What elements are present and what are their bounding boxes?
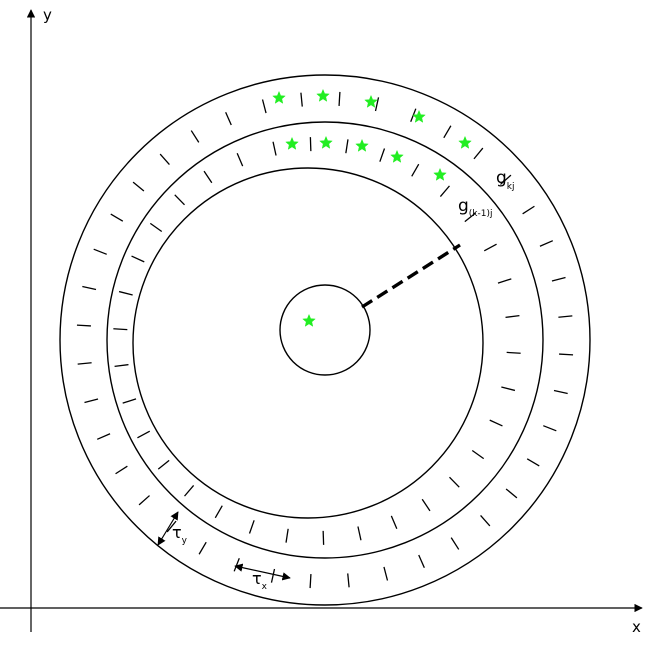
outer-ring-tick [300, 92, 303, 107]
inner-ring-grid-ticks [113, 137, 521, 545]
inner-ring-tick [114, 364, 129, 368]
outer-ring-label: gkj [496, 168, 515, 192]
dashed-radius-line [361, 243, 461, 309]
inner-ring-tick [285, 528, 289, 543]
outer-ring-tick [270, 568, 276, 583]
inner-ring-tick [505, 314, 520, 318]
outer-ring-tick [190, 130, 200, 143]
inner-ring-tick [471, 449, 485, 460]
green-star-icon [285, 136, 299, 150]
outer-ring-tick [450, 537, 460, 550]
inner-ring-tick [272, 141, 277, 156]
outer-ring-tick [225, 111, 232, 126]
outer-ring-tick [347, 573, 350, 588]
tau-x-label: τx [252, 569, 268, 592]
center-circle [279, 284, 371, 376]
inner-ring-inner-circle [132, 167, 484, 519]
outer-ring-tick [558, 315, 573, 318]
outer-ring-tick [82, 285, 97, 291]
outer-ring-tick [473, 147, 484, 160]
outer-ring-tick [553, 389, 568, 395]
green-star-icon [272, 90, 286, 104]
outer-ring-tick [480, 515, 491, 527]
outer-ring-tick [110, 213, 124, 222]
inner-ring-tick [357, 526, 362, 541]
outer-ring-tick [96, 433, 111, 440]
green-star-icon [319, 135, 333, 149]
outer-ring-tick [505, 488, 518, 499]
outer-ring-tick [261, 99, 267, 114]
inner-ring-tick [390, 515, 398, 529]
inner-ring-tick [506, 351, 521, 354]
outer-ring-tick [374, 97, 380, 112]
green-star-icon [433, 167, 447, 181]
inner-ring-tick [489, 419, 503, 427]
inner-ring-tick [137, 430, 151, 439]
outer-ring-grid-ticks [76, 91, 574, 589]
inner-ring-tick [113, 328, 128, 331]
outer-ring-inner-circle [106, 121, 544, 559]
inner-ring-tick [449, 476, 460, 488]
inner-ring-tick [345, 139, 349, 154]
inner-ring-tick [184, 485, 195, 497]
outer-ring-tick [559, 353, 574, 356]
green-star-icon [364, 94, 378, 108]
green-star-icon [412, 109, 426, 123]
inner-ring-tick [214, 505, 223, 519]
outer-ring-tick [443, 125, 452, 139]
green-star-icon [355, 138, 369, 152]
inner-ring-tick [149, 222, 163, 233]
tau-x-double-arrow-icon [234, 563, 291, 581]
outer-ring-tick [522, 205, 535, 215]
outer-ring-tick [539, 240, 554, 247]
outer-ring-tick [418, 554, 425, 569]
star-markers [272, 88, 472, 327]
outer-ring-tick [159, 153, 170, 165]
outer-ring-tick [132, 181, 145, 192]
x-axis-label: x [632, 618, 641, 636]
inner-ring-tick [157, 459, 170, 470]
inner-ring-tick [411, 163, 420, 177]
outer-ring-tick [551, 276, 566, 282]
outer-ring-tick [338, 91, 341, 106]
outer-ring-tick [76, 324, 91, 327]
outer-ring-tick [93, 248, 107, 255]
tau-y-double-arrow-icon [157, 511, 179, 546]
inner-ring-tick [174, 194, 185, 206]
outer-ring-tick [84, 398, 99, 404]
inner-ring-label: g(k-1)j [458, 196, 493, 219]
green-star-icon [302, 313, 316, 327]
green-star-icon [458, 135, 472, 149]
outer-ring-outer-circle [59, 74, 591, 606]
green-star-icon [316, 88, 330, 102]
outer-ring-tick [543, 425, 557, 432]
inner-ring-tick [421, 498, 431, 512]
outer-ring-tick [500, 174, 512, 185]
inner-ring-tick [501, 386, 516, 392]
inner-ring-tick [497, 278, 512, 284]
inner-ring-tick [236, 153, 244, 167]
inner-ring-tick [122, 398, 137, 404]
outer-ring-tick [233, 558, 240, 572]
inner-ring-tick [203, 170, 213, 184]
inner-ring-tick [131, 255, 145, 263]
outer-ring-tick [115, 465, 128, 475]
outer-ring-tick [526, 458, 540, 467]
green-star-icon [390, 149, 404, 163]
inner-ring-tick [379, 148, 386, 162]
outer-ring-tick [198, 541, 207, 555]
inner-ring-tick [248, 520, 255, 534]
inner-ring-tick [464, 212, 477, 223]
outer-ring-tick [383, 566, 389, 581]
outer-ring-tick [309, 574, 312, 589]
y-axis-label: y [43, 6, 52, 24]
inner-ring-tick [118, 290, 133, 296]
outer-ring-tick [77, 362, 92, 365]
outer-ring-tick [138, 495, 150, 506]
inner-ring-tick [483, 243, 497, 252]
inner-ring-tick [439, 185, 450, 197]
tau-y-label: τy [172, 523, 188, 546]
